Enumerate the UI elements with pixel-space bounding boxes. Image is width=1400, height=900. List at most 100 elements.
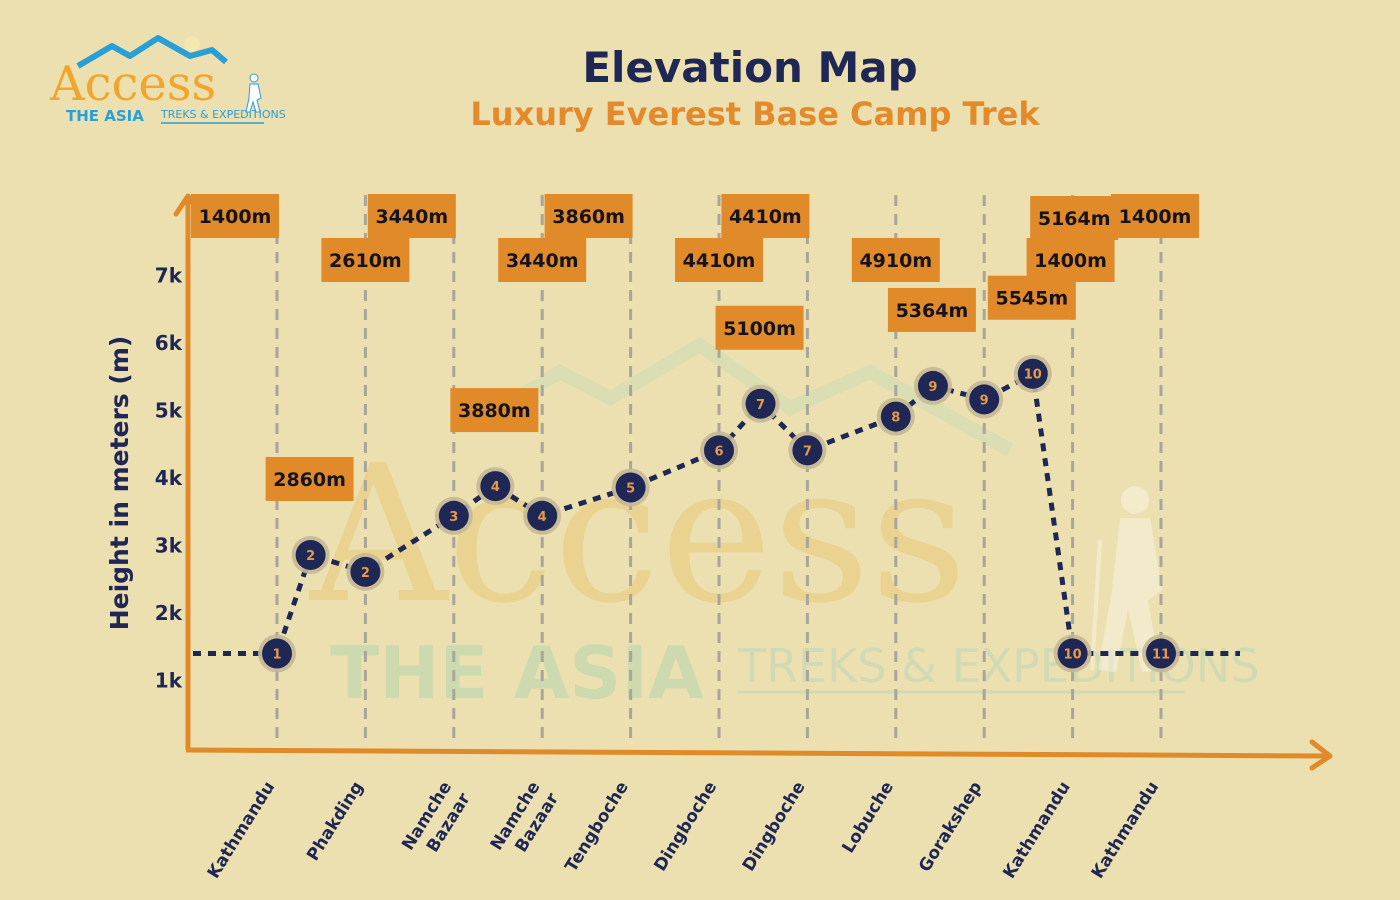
svg-text:Kathmandu: Kathmandu [204,778,279,882]
svg-text:3: 3 [449,510,458,525]
svg-text:7: 7 [803,444,812,459]
elevation-label-box: 1400m [191,194,279,238]
watermark-hiker-icon [1090,486,1162,672]
elevation-label-box: 3860m [544,194,633,238]
svg-text:6: 6 [714,444,723,459]
peak-label-box: 2860m [265,456,354,501]
svg-text:Tengboche: Tengboche [561,778,632,876]
svg-text:9: 9 [928,380,937,395]
svg-text:3440m: 3440m [506,250,579,272]
svg-text:7: 7 [756,398,765,413]
svg-text:5164m: 5164m [1038,208,1111,230]
peak-label-box: 3880m [450,388,539,433]
sun-icon [184,36,200,52]
day-marker: 2 [291,535,330,574]
svg-text:Kathmandu: Kathmandu [999,778,1074,882]
x-tick-label: Kathmandu [204,778,279,882]
y-ticks: 1k 2k 3k 4k 5k 6k 7k [155,264,183,693]
hiker-icon [245,73,262,113]
svg-text:4: 4 [538,510,547,525]
elevation-label-box: 1400m [1111,194,1199,238]
peak-label-box: 5100m [715,305,804,350]
chart-subtitle: Luxury Everest Base Camp Trek [470,95,1040,133]
brand-logo: Access THE ASIA TREKS & EXPEDITIONS [49,35,286,125]
y-tick-label: 4k [155,466,183,490]
y-tick-label: 5k [155,399,183,423]
svg-text:2: 2 [361,566,370,581]
svg-text:Lobuche: Lobuche [838,778,898,857]
svg-text:1400m: 1400m [1119,206,1192,228]
x-tick-label: Phakding [303,778,367,865]
svg-text:Dingboche: Dingboche [739,778,810,875]
y-tick-label: 3k [155,534,183,558]
elevation-dotted-line [193,371,1240,656]
day-marker: 2 [346,552,385,591]
svg-text:Kathmandu: Kathmandu [1088,778,1163,882]
svg-text:Dingboche: Dingboche [650,778,721,875]
svg-text:9: 9 [980,393,989,408]
x-axis [185,747,1327,759]
day-marker: 4 [476,467,515,506]
day-marker: 5 [611,468,650,507]
svg-text:11: 11 [1152,648,1170,663]
svg-text:Gorakshep: Gorakshep [915,778,986,876]
elevation-line [193,371,1240,656]
y-tick-label: 1k [155,669,183,693]
day-marker: 9 [913,366,952,405]
day-marker: 7 [741,384,780,423]
day-marker: 10 [1053,634,1092,673]
svg-text:5364m: 5364m [896,300,969,322]
mountain-icon [76,35,228,69]
svg-text:Phakding: Phakding [303,778,367,865]
y-axis-label: Height in meters (m) [105,336,134,631]
svg-text:3440m: 3440m [375,206,448,228]
svg-text:4910m: 4910m [859,250,932,272]
top-elevation-labels: 1400m 2610m 3440m 3440m 3860m 4410m 4410m 4910m… [191,194,1199,282]
svg-text:10: 10 [1064,648,1082,663]
svg-text:10: 10 [1024,368,1042,383]
x-tick-label: Tengboche [561,778,632,876]
watermark: Access THE ASIA TREKS & EXPEDITIONS [308,336,1259,715]
svg-text:4410m: 4410m [683,250,756,272]
elevation-label-box: 2610m [321,238,410,282]
svg-text:1400m: 1400m [1034,250,1107,272]
svg-text:1400m: 1400m [199,206,272,228]
peak-label-box: 5545m [987,275,1076,320]
chart-title: Elevation Map [582,43,917,92]
x-tick-label: Lobuche [838,778,898,857]
svg-text:3860m: 3860m [552,206,625,228]
svg-text:2: 2 [306,549,315,564]
day-marker: 8 [876,397,915,436]
elevation-label-box: 1400m [1026,238,1115,282]
day-marker: 1 [258,634,296,673]
x-tick-label: Dingboche [650,778,721,875]
x-tick-label: Dingboche [739,778,810,875]
y-tick-label: 6k [155,331,183,355]
svg-text:3880m: 3880m [458,400,531,422]
peak-elevation-labels: 2860m 3880m 5100m 5364m 5545m [265,275,1076,501]
svg-text:2860m: 2860m [273,469,346,491]
logo-tagline: TREKS & EXPEDITIONS [160,108,286,121]
x-tick-label: Kathmandu [999,778,1074,882]
elevation-label-box: 5164m [1030,196,1119,240]
watermark-logo-sub: THE ASIA [330,631,704,715]
svg-text:4410m: 4410m [729,206,802,228]
svg-text:5100m: 5100m [723,318,796,340]
logo-sub: THE ASIA [66,107,144,125]
logo-text: Access [49,56,216,112]
day-marker: 3 [434,496,473,535]
day-marker: 11 [1142,634,1180,673]
day-marker: 6 [700,431,738,470]
elevation-label-box: 4910m [851,238,940,282]
elevation-label-box: 3440m [498,238,587,282]
svg-text:1: 1 [272,648,281,663]
day-marker: 7 [788,431,827,470]
watermark-logo-text: Access [308,424,968,645]
watermark-tagline: TREKS & EXPEDITIONS [737,639,1259,693]
elevation-label-box: 3440m [367,194,456,238]
x-tick-label: Kathmandu [1088,778,1163,882]
y-tick-label: 2k [155,601,183,625]
x-tick-label: Gorakshep [915,778,986,876]
y-tick-label: 7k [155,264,183,288]
